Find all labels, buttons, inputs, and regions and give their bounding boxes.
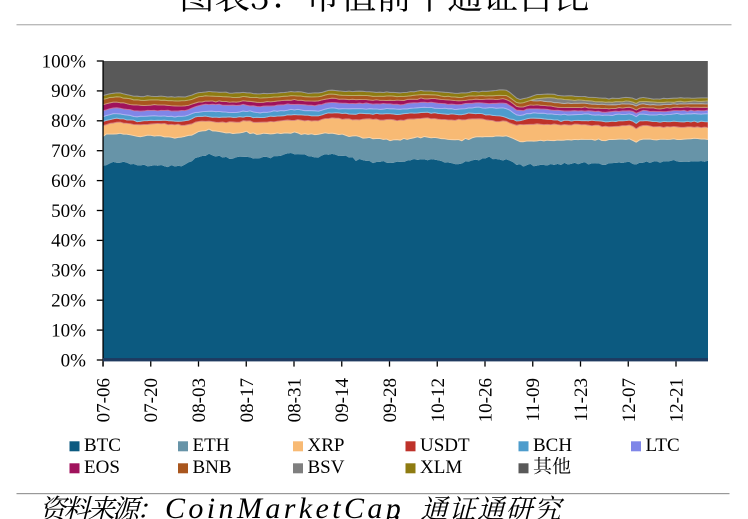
svg-text:11-23: 11-23	[571, 378, 592, 422]
svg-text:BNB: BNB	[193, 457, 232, 478]
svg-text:11-09: 11-09	[523, 378, 544, 422]
svg-text:12-21: 12-21	[667, 378, 688, 422]
svg-text:07-06: 07-06	[94, 378, 115, 422]
svg-text:20%: 20%	[51, 291, 86, 312]
svg-text:70%: 70%	[51, 141, 86, 162]
svg-text:10-12: 10-12	[428, 378, 449, 422]
svg-text:BTC: BTC	[84, 435, 121, 456]
svg-text:10%: 10%	[51, 320, 86, 341]
svg-text:BCH: BCH	[533, 435, 572, 456]
svg-text:09-28: 09-28	[380, 378, 401, 422]
svg-text:50%: 50%	[51, 201, 86, 222]
svg-text:30%: 30%	[51, 261, 86, 282]
svg-text:08-03: 08-03	[189, 378, 210, 422]
svg-text:BSV: BSV	[308, 457, 345, 478]
svg-text:10-26: 10-26	[476, 378, 497, 422]
svg-text:LTC: LTC	[646, 435, 680, 456]
svg-text:CoinMarketCap: CoinMarketCap	[165, 492, 404, 519]
svg-text:08-31: 08-31	[285, 378, 306, 422]
svg-text:80%: 80%	[51, 111, 86, 132]
svg-text:12-07: 12-07	[619, 378, 640, 422]
svg-text:0%: 0%	[61, 350, 87, 371]
svg-text:90%: 90%	[51, 81, 86, 102]
svg-text:USDT: USDT	[420, 435, 470, 456]
svg-text:60%: 60%	[51, 171, 86, 192]
svg-text:100%: 100%	[42, 51, 87, 72]
svg-text:XLM: XLM	[420, 457, 462, 478]
svg-text:08-17: 08-17	[237, 378, 258, 422]
svg-text:XRP: XRP	[308, 435, 345, 456]
svg-text:09-14: 09-14	[332, 378, 353, 423]
svg-text:40%: 40%	[51, 231, 86, 252]
svg-text:EOS: EOS	[84, 457, 120, 478]
svg-text:07-20: 07-20	[141, 378, 162, 422]
svg-text:ETH: ETH	[193, 435, 230, 456]
